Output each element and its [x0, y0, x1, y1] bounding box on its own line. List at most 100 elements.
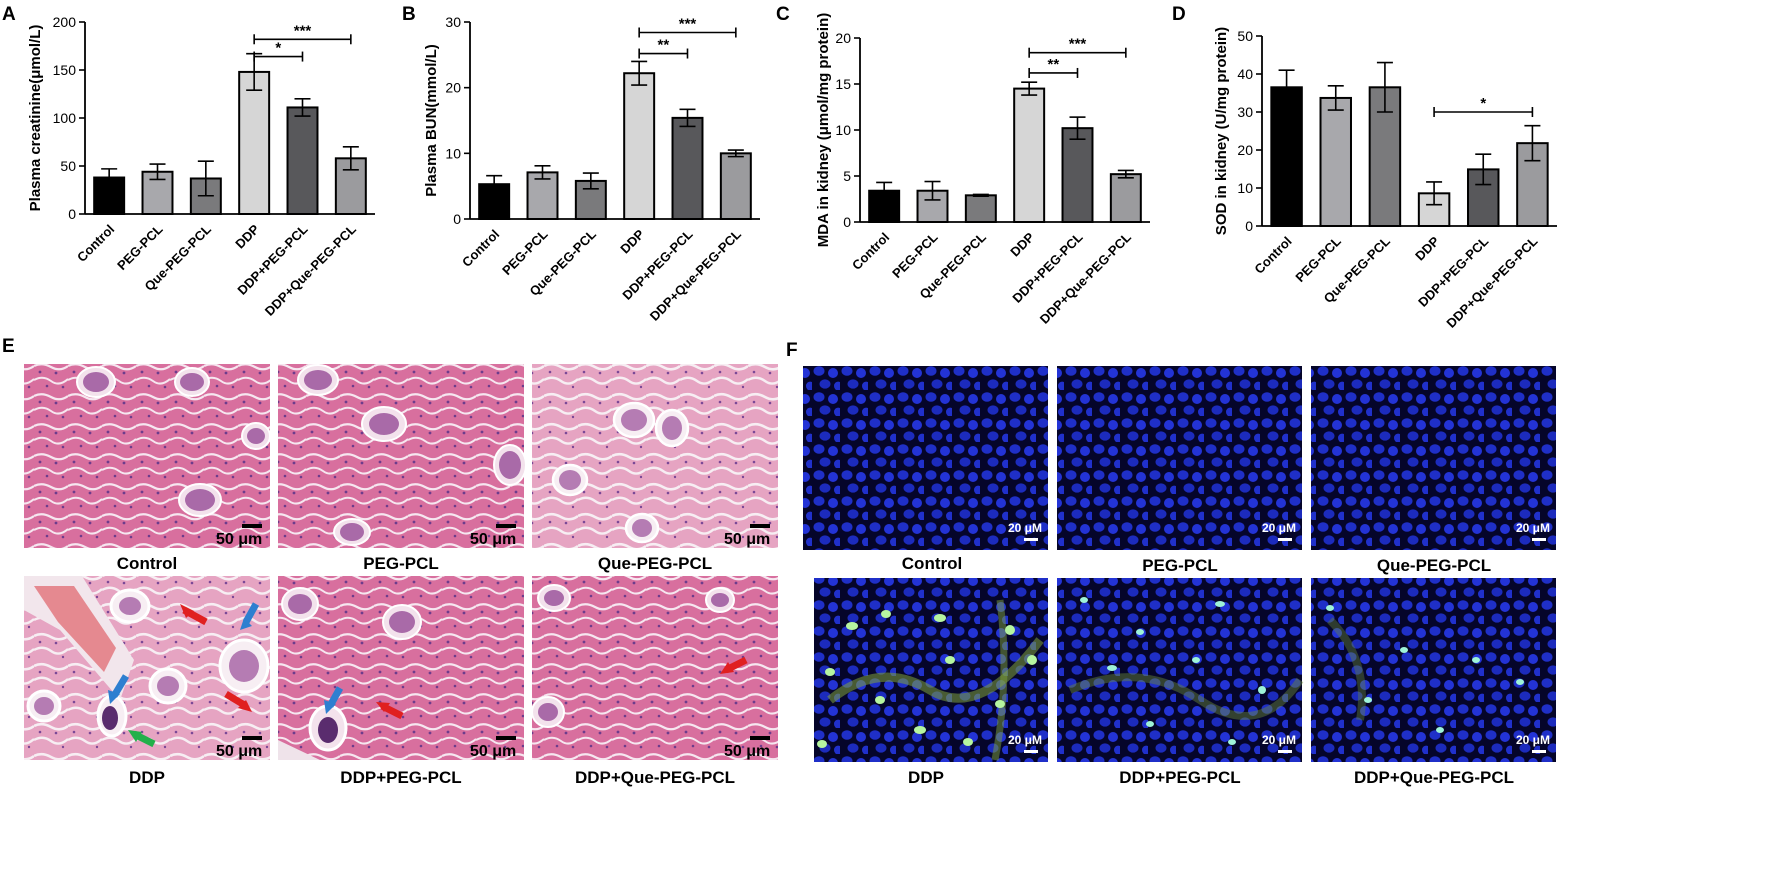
fluor-caption: Control [902, 554, 962, 573]
he-image-que-peg-pcl [532, 364, 778, 548]
blue-arrow-icon [240, 602, 260, 630]
scale-bar: 50 μm [470, 736, 516, 760]
x-tick-label: DDP [1007, 229, 1037, 259]
x-tick-label: DDP [232, 221, 262, 251]
x-tick-label: DDP [1412, 233, 1442, 263]
bar [964, 194, 997, 224]
bar [1319, 96, 1352, 227]
panel-label-e: E [2, 336, 15, 357]
bar [1270, 86, 1303, 227]
fluor-caption: Que-PEG-PCL [1377, 556, 1491, 575]
he-caption: DDP [129, 768, 165, 787]
fluor-image-ddp [814, 578, 1048, 762]
svg-text:50 μm: 50 μm [470, 743, 516, 760]
fluor-image-peg-pcl [1057, 366, 1302, 550]
y-tick-label: 50 [1237, 28, 1253, 44]
panel-label-a: A [2, 4, 16, 25]
he-caption: Control [117, 554, 177, 573]
scale-bar: 50 μm [470, 524, 516, 548]
y-tick-label: 30 [445, 14, 461, 30]
y-tick-label: 100 [53, 110, 77, 126]
svg-text:50 μm: 50 μm [724, 531, 770, 548]
fluor-image-que-peg-pcl [1311, 366, 1556, 550]
bar [719, 152, 752, 220]
scale-bar: 50 μm [724, 524, 770, 548]
red-arrow-icon [720, 656, 748, 674]
x-tick-label: PEG-PCL [114, 221, 166, 273]
fluor-image-ddp-que-peg-pcl [1311, 578, 1556, 762]
x-tick-label: DDP+Que-PEG-PCL [1443, 233, 1540, 330]
y-tick-label: 15 [835, 76, 851, 92]
significance-label: *** [1069, 36, 1087, 53]
fluor-caption: PEG-PCL [1142, 556, 1218, 575]
scale-bar: 20 μM [1008, 521, 1042, 541]
red-arrow-icon [180, 604, 208, 626]
y-tick-label: 200 [53, 14, 77, 30]
x-tick-label: PEG-PCL [499, 226, 551, 278]
svg-text:50 μm: 50 μm [724, 743, 770, 760]
bar [526, 171, 559, 220]
x-tick-label: PEG-PCL [1292, 233, 1344, 285]
significance-label: * [1480, 95, 1486, 112]
fluor-image-control [803, 366, 1048, 550]
panel-label-d: D [1172, 4, 1186, 25]
y-tick-label: 10 [445, 145, 461, 161]
svg-text:20 μM: 20 μM [1262, 521, 1296, 535]
svg-text:50 μm: 50 μm [216, 743, 262, 760]
he-caption: DDP+Que-PEG-PCL [575, 768, 735, 787]
svg-text:20 μM: 20 μM [1008, 733, 1042, 747]
y-tick-label: 30 [1237, 104, 1253, 120]
scale-bar: 20 μM [1008, 733, 1042, 753]
y-tick-label: 10 [1237, 180, 1253, 196]
red-arrow-icon [224, 690, 252, 712]
x-tick-label: DDP+Que-PEG-PCL [1037, 229, 1134, 326]
svg-text:20 μM: 20 μM [1008, 521, 1042, 535]
green-arrow-icon [128, 730, 156, 748]
he-image-ddp-que-peg-pcl [531, 576, 778, 760]
blue-arrow-icon [324, 686, 344, 714]
y-axis-title: SOD in kidney (U/mg protein) [1213, 27, 1230, 235]
bar [1109, 173, 1142, 224]
y-tick-label: 0 [1245, 218, 1253, 234]
scale-bar: 20 μM [1262, 733, 1296, 753]
bar [1061, 127, 1094, 223]
svg-text:50 μm: 50 μm [470, 531, 516, 548]
fluor-caption: DDP [908, 768, 944, 787]
scale-bar: 50 μm [724, 736, 770, 760]
scale-bar: 20 μM [1516, 733, 1550, 753]
significance-label: ** [657, 37, 669, 54]
y-tick-label: 40 [1237, 66, 1253, 82]
y-tick-label: 20 [835, 30, 851, 46]
svg-text:20 μM: 20 μM [1262, 733, 1296, 747]
y-tick-label: 0 [68, 206, 76, 222]
he-image-peg-pcl [278, 364, 527, 548]
y-tick-label: 20 [1237, 142, 1253, 158]
he-caption: PEG-PCL [363, 554, 439, 573]
bar [1013, 87, 1046, 223]
x-tick-label: DDP+Que-PEG-PCL [262, 221, 359, 318]
significance-label: * [275, 40, 281, 57]
y-axis-title: MDA in kidney (μmol/mg protein) [815, 13, 832, 247]
he-image-control [24, 364, 271, 548]
blue-arrow-icon [108, 674, 130, 704]
svg-text:20 μM: 20 μM [1516, 733, 1550, 747]
x-tick-label: DDP [617, 226, 647, 256]
y-tick-label: 5 [843, 168, 851, 184]
panel-label-b: B [402, 4, 416, 25]
bar [286, 106, 319, 215]
histology-panel: 50 μm 50 μm 50 μm 50 μm 50 μm 50 μm Cont… [24, 364, 778, 787]
y-tick-label: 20 [445, 80, 461, 96]
panel-label-f: F [786, 340, 798, 361]
x-tick-label: PEG-PCL [889, 229, 941, 281]
panel-label-c: C [776, 4, 790, 25]
red-arrow-icon [376, 702, 404, 720]
fluor-image-ddp-peg-pcl [1057, 578, 1304, 762]
fluor-caption: DDP+PEG-PCL [1119, 768, 1240, 787]
bar [671, 116, 704, 220]
he-image-ddp-peg-pcl [278, 576, 524, 760]
he-caption: DDP+PEG-PCL [340, 768, 461, 787]
scale-bar: 50 μm [216, 524, 262, 548]
